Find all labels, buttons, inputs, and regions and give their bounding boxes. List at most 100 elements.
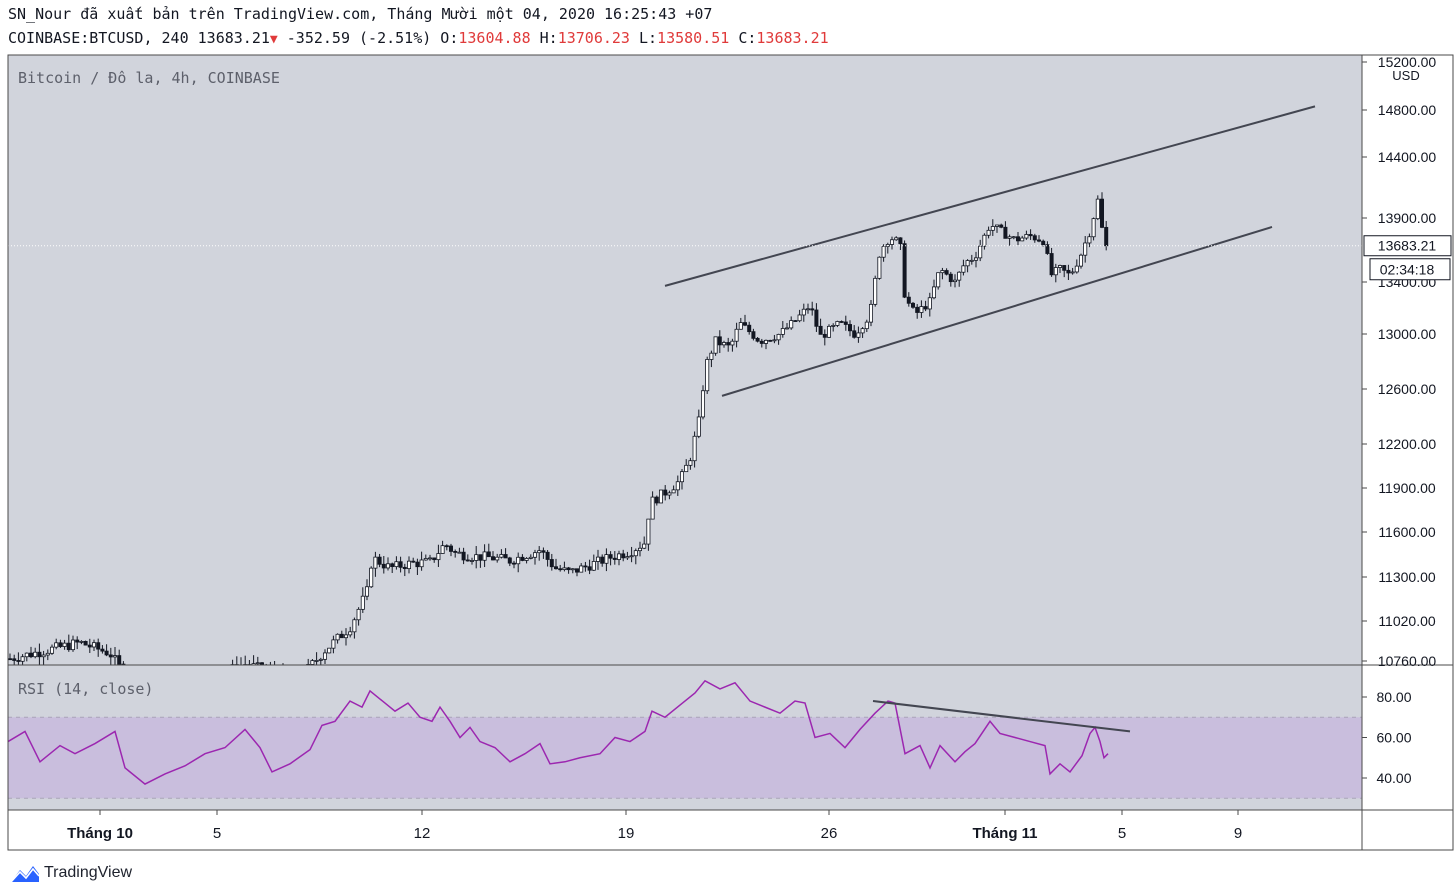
price-tick-label: 13000.00 <box>1378 326 1437 342</box>
candle-body <box>415 561 420 568</box>
candle-body <box>806 308 811 311</box>
candle-body <box>688 460 693 466</box>
candle-body <box>1079 254 1084 267</box>
candle <box>990 219 995 236</box>
candle <box>524 557 529 564</box>
candle <box>113 647 118 665</box>
candle-body <box>1066 269 1071 274</box>
candle-body <box>680 471 685 483</box>
candle-body <box>377 556 382 565</box>
close-value: 13683.21 <box>756 29 829 47</box>
price-tick: 14400.00 <box>1362 149 1436 165</box>
candle <box>1003 221 1008 239</box>
candle <box>528 554 533 560</box>
candle-body <box>999 224 1004 228</box>
candle-body <box>1100 198 1105 228</box>
candle-body <box>848 324 853 332</box>
candle <box>28 646 33 659</box>
channel-lower-trendline[interactable] <box>721 226 1273 397</box>
brand-label: TradingView <box>44 864 133 881</box>
candle <box>957 271 962 287</box>
chart-title: Bitcoin / Đô la, 4h, COINBASE <box>18 69 280 87</box>
price-tick-label: 14400.00 <box>1378 149 1437 165</box>
currency-label: USD <box>1392 68 1419 83</box>
time-tick: 5 <box>213 810 221 842</box>
time-tick-label: 12 <box>414 825 431 842</box>
candle-body <box>780 328 785 335</box>
candle-body <box>1070 271 1075 274</box>
candle <box>583 561 588 572</box>
candle-body <box>469 560 474 562</box>
candle <box>650 491 655 520</box>
candle <box>533 549 538 565</box>
candle-body <box>776 333 781 341</box>
candle <box>335 633 340 644</box>
candle-body <box>1053 267 1058 276</box>
candle-body <box>113 655 118 658</box>
candle-body <box>869 303 874 323</box>
candle-body <box>390 563 395 568</box>
candle-body <box>41 654 46 658</box>
publish-info: SN_Nour đã xuất bản trên TradingView.com… <box>8 5 713 23</box>
open-value: 13604.88 <box>458 29 531 47</box>
candle-body <box>717 336 722 346</box>
price-tick-label: 10760.00 <box>1378 653 1437 669</box>
candle-body <box>381 563 386 569</box>
candle <box>92 639 97 652</box>
rsi-divergence-trendline[interactable] <box>872 700 1131 733</box>
candle <box>554 558 559 570</box>
candle <box>482 544 487 568</box>
low-label: L: <box>638 29 658 47</box>
price-tick: 13000.00 <box>1362 326 1436 342</box>
candle <box>764 339 769 350</box>
candle-body <box>79 640 84 643</box>
candle-body <box>915 306 920 313</box>
rsi-axis[interactable]: 80.00 60.00 40.00 <box>1362 689 1412 786</box>
candle-body <box>583 565 588 568</box>
candle <box>986 226 991 239</box>
candle <box>474 546 479 569</box>
candle-body <box>575 568 580 573</box>
candle-body <box>314 660 319 662</box>
candle <box>432 557 437 563</box>
candle <box>478 554 483 568</box>
tradingview-brand[interactable]: TradingView <box>10 862 132 884</box>
channel-upper-trendline[interactable] <box>664 105 1316 287</box>
candle <box>860 327 865 338</box>
open-label: O: <box>440 29 459 47</box>
candle-body <box>1011 236 1016 239</box>
candle-body <box>768 339 773 342</box>
candle-body <box>906 296 911 304</box>
candle-body <box>877 256 882 279</box>
candle <box>406 556 411 574</box>
candle <box>940 267 945 280</box>
candle-body <box>406 560 411 570</box>
candle <box>453 549 458 558</box>
countdown-badge-box <box>1369 258 1451 281</box>
candle-body <box>625 556 630 559</box>
time-tick-label: 9 <box>1234 825 1242 842</box>
candle-body <box>638 547 643 552</box>
candle-body <box>310 660 315 665</box>
candle <box>495 553 500 563</box>
candle <box>717 330 722 353</box>
candle-body <box>1020 237 1025 242</box>
price-tick: 14800.00 <box>1362 102 1436 118</box>
price-tick: 11600.00 <box>1362 524 1436 540</box>
candle <box>1011 236 1016 240</box>
candle <box>1074 259 1079 274</box>
candle <box>373 551 378 577</box>
candle <box>117 649 122 665</box>
candle-body <box>255 662 260 665</box>
candle-body <box>932 286 937 299</box>
price-tick-label: 12600.00 <box>1378 381 1437 397</box>
price-axis[interactable]: 15200.0014800.0014400.0013900.0013400.00… <box>1362 54 1436 669</box>
ohlc-legend: COINBASE:BTCUSD, 240 13683.21▼ -352.59 (… <box>8 29 829 47</box>
candle <box>1049 247 1054 277</box>
candle-body <box>495 556 500 561</box>
price-tick-label: 15200.00 <box>1378 54 1437 70</box>
candle-body <box>1095 198 1100 220</box>
candle <box>1053 263 1058 283</box>
time-axis[interactable]: Tháng 10 5 12 19 26 Tháng 11 5 9 <box>67 810 1242 842</box>
